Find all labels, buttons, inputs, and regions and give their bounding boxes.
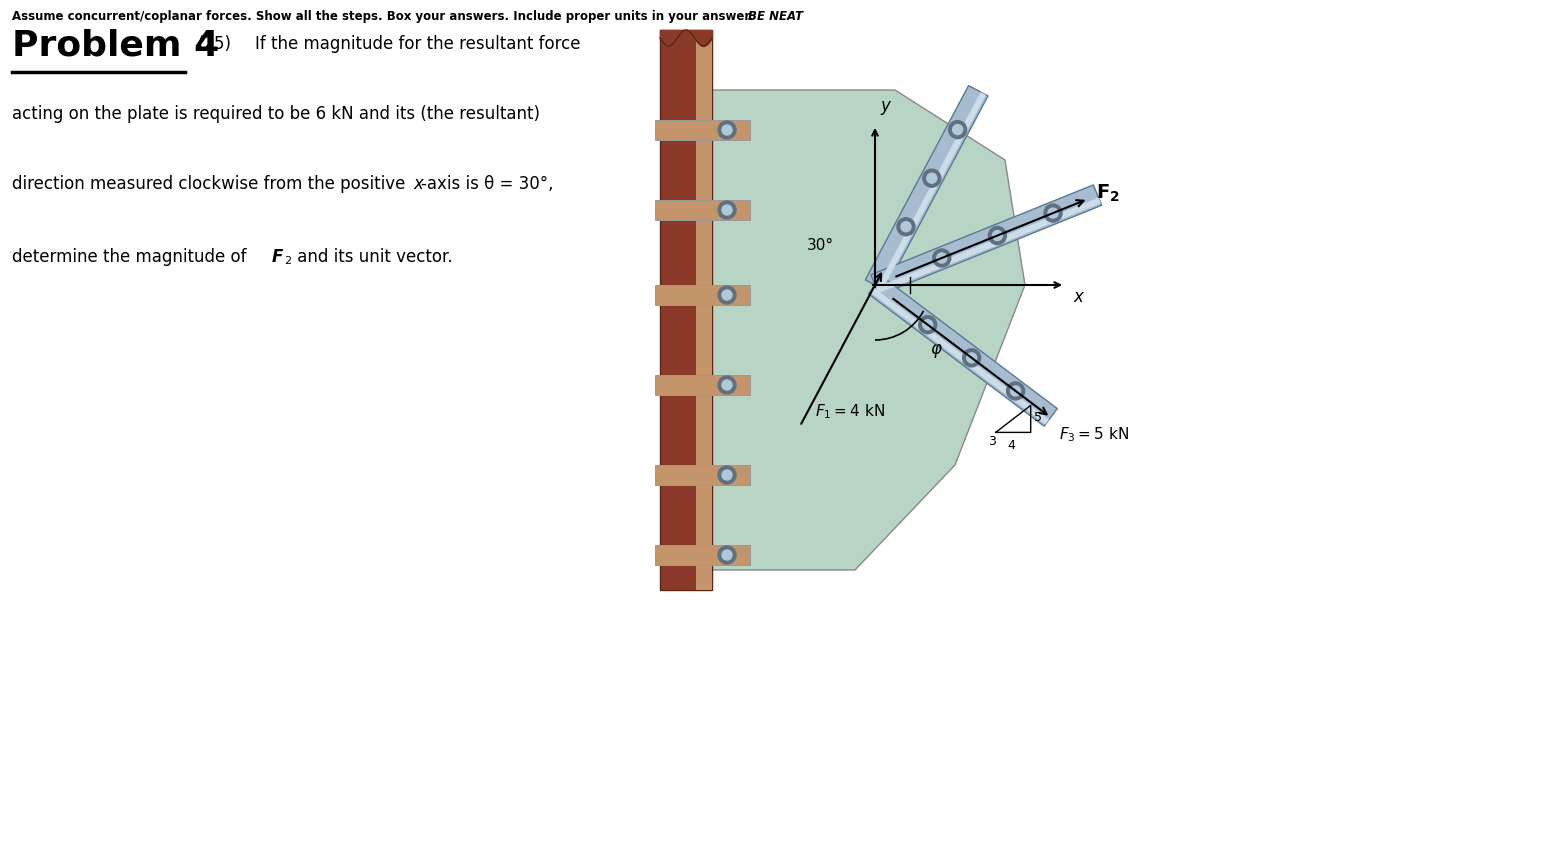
Polygon shape <box>870 287 1049 424</box>
Text: -axis is θ = 30°,: -axis is θ = 30°, <box>421 175 554 193</box>
Polygon shape <box>868 276 1058 426</box>
Text: F: F <box>271 248 284 266</box>
Circle shape <box>719 121 736 139</box>
Circle shape <box>1010 386 1021 396</box>
Text: determine the magnitude of: determine the magnitude of <box>12 248 251 266</box>
Polygon shape <box>712 90 1025 570</box>
Text: 2: 2 <box>284 256 291 266</box>
Text: direction measured clockwise from the positive: direction measured clockwise from the po… <box>12 175 410 193</box>
Text: 4: 4 <box>1008 440 1016 452</box>
Circle shape <box>927 173 938 183</box>
Circle shape <box>1044 204 1062 222</box>
Circle shape <box>901 222 911 232</box>
Circle shape <box>953 124 962 135</box>
Circle shape <box>722 550 732 560</box>
Polygon shape <box>655 285 749 305</box>
Text: acting on the plate is required to be 6 kN and its (the resultant): acting on the plate is required to be 6 … <box>12 105 540 123</box>
Circle shape <box>722 470 732 480</box>
Text: Problem 4: Problem 4 <box>12 28 219 62</box>
Circle shape <box>988 227 1007 245</box>
Polygon shape <box>865 85 988 291</box>
Circle shape <box>922 170 941 187</box>
Text: x: x <box>1073 288 1082 306</box>
Text: 3: 3 <box>988 435 996 448</box>
Polygon shape <box>655 200 749 220</box>
Text: x: x <box>413 175 423 193</box>
Text: $F_1 = 4\ \rm{kN}$: $F_1 = 4\ \rm{kN}$ <box>814 403 885 421</box>
Polygon shape <box>877 92 985 289</box>
Text: $\mathbf{F_2}$: $\mathbf{F_2}$ <box>1096 183 1119 204</box>
Circle shape <box>948 121 967 139</box>
Polygon shape <box>655 375 749 395</box>
Text: $F_3 = 5\ \rm{kN}$: $F_3 = 5\ \rm{kN}$ <box>1059 425 1129 444</box>
Circle shape <box>722 380 732 390</box>
Circle shape <box>719 201 736 219</box>
Circle shape <box>962 348 981 367</box>
Circle shape <box>922 320 933 330</box>
Polygon shape <box>655 120 749 140</box>
Text: Assume concurrent/coplanar forces. Show all the steps. Box your answers. Include: Assume concurrent/coplanar forces. Show … <box>12 10 757 23</box>
Circle shape <box>719 376 736 394</box>
Circle shape <box>722 290 732 300</box>
Text: y: y <box>880 97 890 115</box>
Polygon shape <box>697 30 712 590</box>
Circle shape <box>936 253 947 263</box>
Text: BE NEAT: BE NEAT <box>748 10 803 23</box>
Circle shape <box>993 231 1002 240</box>
Text: (25): (25) <box>197 35 231 53</box>
Polygon shape <box>876 198 1101 293</box>
Circle shape <box>897 218 914 236</box>
Circle shape <box>722 205 732 215</box>
Circle shape <box>933 249 951 267</box>
Circle shape <box>1007 382 1024 400</box>
Circle shape <box>719 546 736 564</box>
Polygon shape <box>660 30 712 590</box>
Circle shape <box>919 316 936 334</box>
Text: If the magnitude for the resultant force: If the magnitude for the resultant force <box>254 35 580 53</box>
Circle shape <box>1049 208 1058 218</box>
Circle shape <box>719 466 736 484</box>
Text: and its unit vector.: and its unit vector. <box>291 248 453 266</box>
Polygon shape <box>655 465 749 485</box>
Circle shape <box>719 286 736 304</box>
Polygon shape <box>871 185 1101 295</box>
Polygon shape <box>655 545 749 565</box>
Circle shape <box>722 125 732 135</box>
Text: 30°: 30° <box>806 238 834 252</box>
Text: 5: 5 <box>1033 411 1042 424</box>
Text: φ: φ <box>930 340 941 358</box>
Circle shape <box>967 353 976 363</box>
